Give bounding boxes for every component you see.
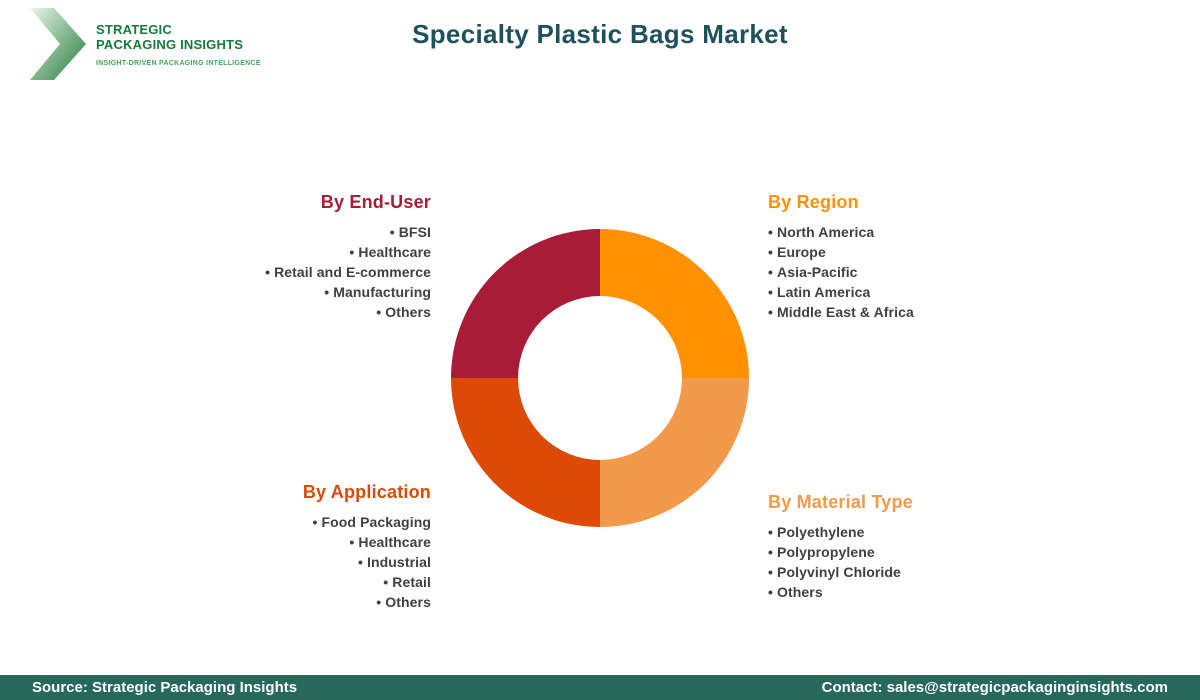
list-item: Healthcare xyxy=(171,242,431,262)
page-title: Specialty Plastic Bags Market xyxy=(412,19,788,49)
list-item: Polypropylene xyxy=(768,542,1028,562)
category-title-end-user: By End-User xyxy=(320,192,431,212)
list-item: Polyvinyl Chloride xyxy=(768,562,1028,582)
list-item: Healthcare xyxy=(171,532,431,552)
list-item: Europe xyxy=(768,242,1028,262)
list-item: Retail xyxy=(171,572,431,592)
donut-segment-by-region xyxy=(600,229,749,378)
donut-segment-by-application xyxy=(451,378,600,527)
category-title-region: By Region xyxy=(768,192,859,212)
list-item: Asia-Pacific xyxy=(768,262,1028,282)
chevron-logo-icon xyxy=(30,8,86,80)
category-application: By Application Food Packaging Healthcare… xyxy=(171,482,431,612)
list-item: Polyethylene xyxy=(768,522,1028,542)
list-item: Industrial xyxy=(171,552,431,572)
donut-chart xyxy=(450,228,750,528)
brand-name: STRATEGIC PACKAGING INSIGHTS xyxy=(96,22,244,53)
category-end-user: By End-User BFSI Healthcare Retail and E… xyxy=(171,192,431,322)
donut-segment-by-material-type xyxy=(600,378,749,527)
list-item: Others xyxy=(768,582,1028,602)
list-item: Latin America xyxy=(768,282,1028,302)
donut-segment-by-end-user xyxy=(451,229,600,378)
list-item: North America xyxy=(768,222,1028,242)
list-item: BFSI xyxy=(171,222,431,242)
brand-logo: STRATEGIC PACKAGING INSIGHTS INSIGHT-DRI… xyxy=(30,8,261,80)
list-item: Others xyxy=(171,302,431,322)
list-item: Food Packaging xyxy=(171,512,431,532)
brand-tagline: INSIGHT-DRIVEN PACKAGING INTELLIGENCE xyxy=(96,59,261,67)
footer-source: Source: Strategic Packaging Insights xyxy=(32,679,298,696)
category-list-application: Food Packaging Healthcare Industrial Ret… xyxy=(171,512,431,612)
category-list-material-type: Polyethylene Polypropylene Polyvinyl Chl… xyxy=(768,522,1028,602)
donut-chart-svg xyxy=(451,229,749,527)
category-material-type: By Material Type Polyethylene Polypropyl… xyxy=(768,492,1028,602)
footer-bar: Source: Strategic Packaging Insights Con… xyxy=(0,675,1200,700)
list-item: Others xyxy=(171,592,431,612)
category-title-application: By Application xyxy=(302,482,431,502)
list-item: Middle East & Africa xyxy=(768,302,1028,322)
category-list-region: North America Europe Asia-Pacific Latin … xyxy=(768,222,1028,322)
footer-contact[interactable]: Contact: sales@strategicpackaginginsight… xyxy=(821,679,1168,696)
list-item: Manufacturing xyxy=(171,282,431,302)
category-list-end-user: BFSI Healthcare Retail and E-commerce Ma… xyxy=(171,222,431,322)
category-region: By Region North America Europe Asia-Paci… xyxy=(768,192,1028,322)
list-item: Retail and E-commerce xyxy=(171,262,431,282)
category-title-material-type: By Material Type xyxy=(768,492,913,512)
